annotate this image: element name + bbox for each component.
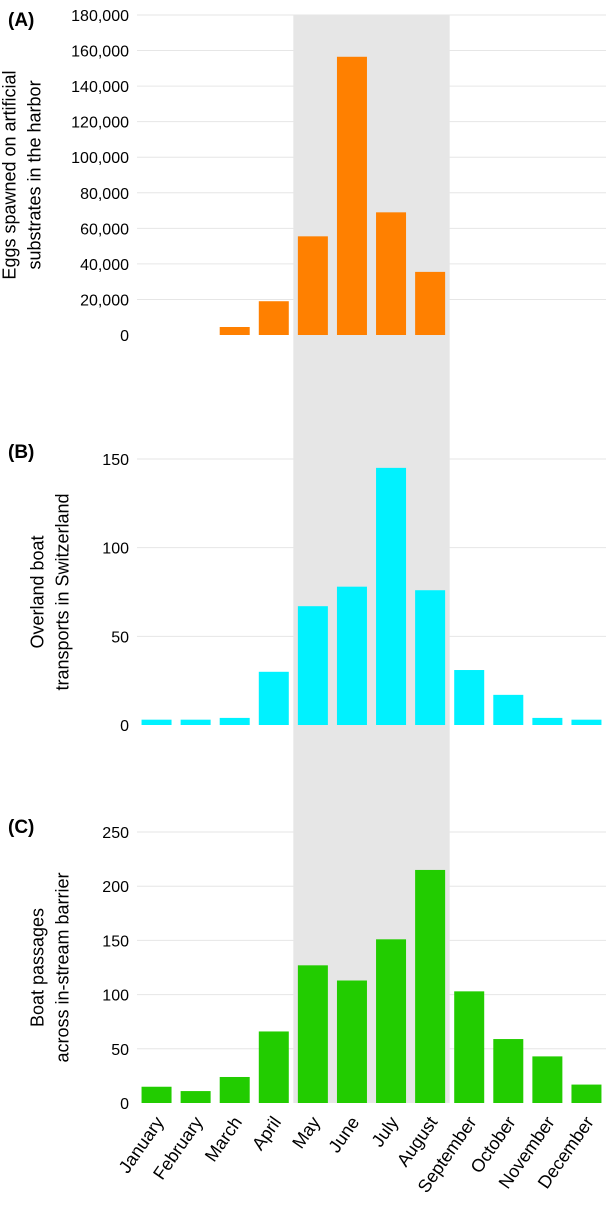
bar-october bbox=[493, 694, 524, 725]
bar-january bbox=[141, 1086, 172, 1103]
bar-december bbox=[571, 719, 602, 725]
y-axis-label-line: Eggs spawned on artificial bbox=[0, 70, 20, 279]
y-axis-label-line: transports in Switzerland bbox=[53, 493, 73, 690]
y-tick-label: 120,000 bbox=[71, 115, 129, 132]
y-tick-label: 250 bbox=[102, 825, 129, 842]
bar-december bbox=[571, 1084, 602, 1103]
panel-c: 0 50 100 150 200 250 (C) Boat passages across in… bbox=[8, 817, 606, 1113]
bar-november bbox=[532, 1056, 563, 1103]
y-axis-label-line: across in-stream barrier bbox=[53, 872, 73, 1062]
panel-a: 0 20,000 40,000 60,000 80,000 100,000 120,000 1… bbox=[0, 8, 606, 345]
y-tick-label: 160,000 bbox=[71, 44, 129, 61]
y-axis-label: Eggs spawned on artificial substrates in … bbox=[0, 70, 45, 279]
bar-september bbox=[454, 991, 485, 1103]
panel-label: (B) bbox=[8, 442, 34, 463]
bar-february bbox=[180, 719, 211, 725]
y-tick-label: 140,000 bbox=[71, 79, 129, 96]
y-tick-label: 150 bbox=[102, 452, 129, 469]
x-tick-label-july: July bbox=[368, 1113, 403, 1151]
y-tick-label: 200 bbox=[102, 879, 129, 896]
y-tick-label: 100 bbox=[102, 541, 129, 558]
bar-may bbox=[297, 606, 328, 725]
bar-june bbox=[336, 980, 367, 1103]
bar-may bbox=[297, 236, 328, 335]
bar-february bbox=[180, 1091, 211, 1103]
y-tick-label: 0 bbox=[120, 328, 129, 345]
y-axis-label-line: substrates in the harbor bbox=[25, 80, 45, 269]
bar-january bbox=[141, 719, 172, 725]
y-axis-label: Boat passages across in-stream barrier bbox=[28, 872, 73, 1062]
panel-label: (A) bbox=[8, 10, 34, 31]
bar-october bbox=[493, 1039, 524, 1103]
y-tick-label: 100,000 bbox=[71, 150, 129, 167]
bar-august bbox=[415, 590, 446, 725]
panel-b: 0 50 100 150 (B) Overland boat transports in S… bbox=[8, 442, 606, 735]
bar-july bbox=[376, 939, 407, 1103]
bar-june bbox=[336, 586, 367, 725]
y-tick-label: 40,000 bbox=[80, 257, 129, 274]
y-tick-label: 150 bbox=[102, 933, 129, 950]
bar-march bbox=[219, 717, 250, 725]
x-tick-label-june: June bbox=[324, 1113, 363, 1156]
panel-label: (C) bbox=[8, 817, 34, 838]
y-tick-label: 0 bbox=[120, 1096, 129, 1113]
x-tick-label-may: May bbox=[288, 1113, 324, 1152]
y-axis-label-line: Boat passages bbox=[28, 908, 48, 1027]
y-tick-label: 50 bbox=[111, 1042, 129, 1059]
y-tick-label: 100 bbox=[102, 988, 129, 1005]
bar-september bbox=[454, 670, 485, 725]
bar-april bbox=[258, 301, 289, 335]
y-axis-label-line: Overland boat bbox=[28, 535, 48, 648]
y-tick-label: 60,000 bbox=[80, 221, 129, 238]
y-axis-label: Overland boat transports in Switzerland bbox=[28, 493, 73, 690]
bar-march bbox=[219, 327, 250, 335]
bar-november bbox=[532, 717, 563, 725]
y-tick-label: 180,000 bbox=[71, 8, 129, 25]
bar-may bbox=[297, 965, 328, 1103]
y-tick-label: 80,000 bbox=[80, 186, 129, 203]
bar-april bbox=[258, 671, 289, 725]
y-tick-label: 50 bbox=[111, 629, 129, 646]
x-tick-label-april: April bbox=[248, 1113, 285, 1154]
bar-july bbox=[376, 212, 407, 335]
bar-august bbox=[415, 271, 446, 335]
panels: 0 20,000 40,000 60,000 80,000 100,000 120,000 1… bbox=[0, 8, 606, 1113]
y-tick-label: 0 bbox=[120, 718, 129, 735]
bar-june bbox=[336, 56, 367, 336]
bar-august bbox=[415, 869, 446, 1103]
bar-july bbox=[376, 467, 407, 725]
x-tick-label-march: March bbox=[201, 1113, 246, 1165]
bar-march bbox=[219, 1076, 250, 1103]
bar-april bbox=[258, 1031, 289, 1103]
y-tick-label: 20,000 bbox=[80, 292, 129, 309]
